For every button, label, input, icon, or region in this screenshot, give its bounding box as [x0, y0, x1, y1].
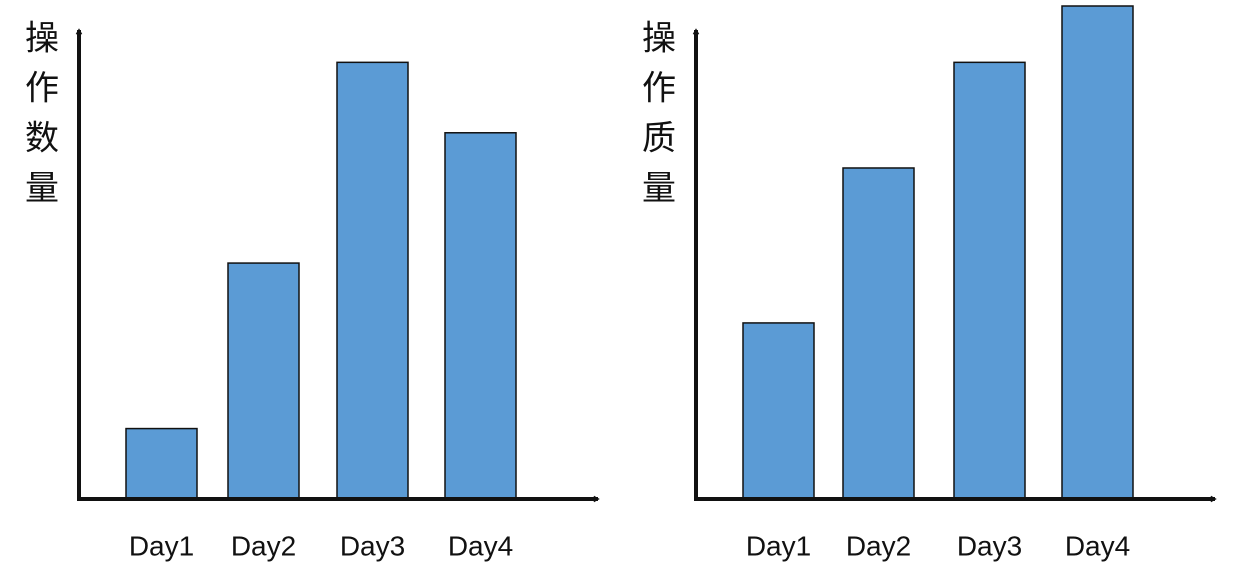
- y-axis-label-char: 质: [642, 119, 676, 159]
- x-tick-labels: Day1 Day2 Day3 Day4: [129, 530, 513, 561]
- x-tick-label: Day4: [448, 530, 513, 561]
- y-axis-label-char: 量: [25, 169, 59, 209]
- bar-day2: [227, 262, 300, 500]
- y-axis-label-char: 操: [642, 19, 676, 59]
- x-tick-label: Day1: [129, 530, 194, 561]
- x-tick-label: Day2: [231, 530, 296, 561]
- bars: [742, 5, 1134, 500]
- y-axis-label-char: 数: [25, 119, 59, 159]
- y-axis-label-char: 作: [25, 69, 59, 109]
- x-tick-label: Day3: [957, 530, 1022, 561]
- bar-day3: [953, 61, 1026, 500]
- y-axis-label-char: 操: [25, 19, 59, 59]
- x-tick-label: Day3: [340, 530, 405, 561]
- y-axis-label-char: 作: [642, 69, 676, 109]
- bar-day2: [842, 167, 915, 500]
- bar-day4: [444, 132, 517, 500]
- bar-day4: [1061, 5, 1134, 500]
- x-tick-label: Day2: [846, 530, 911, 561]
- bar-day1: [125, 427, 198, 500]
- bars: [125, 61, 517, 500]
- bar-day1: [742, 322, 815, 500]
- x-tick-label: Day4: [1065, 530, 1130, 561]
- x-tick-labels: Day1 Day2 Day3 Day4: [746, 530, 1130, 561]
- x-tick-label: Day1: [746, 530, 811, 561]
- bar-day3: [336, 61, 409, 500]
- y-axis-label-char: 量: [642, 169, 676, 209]
